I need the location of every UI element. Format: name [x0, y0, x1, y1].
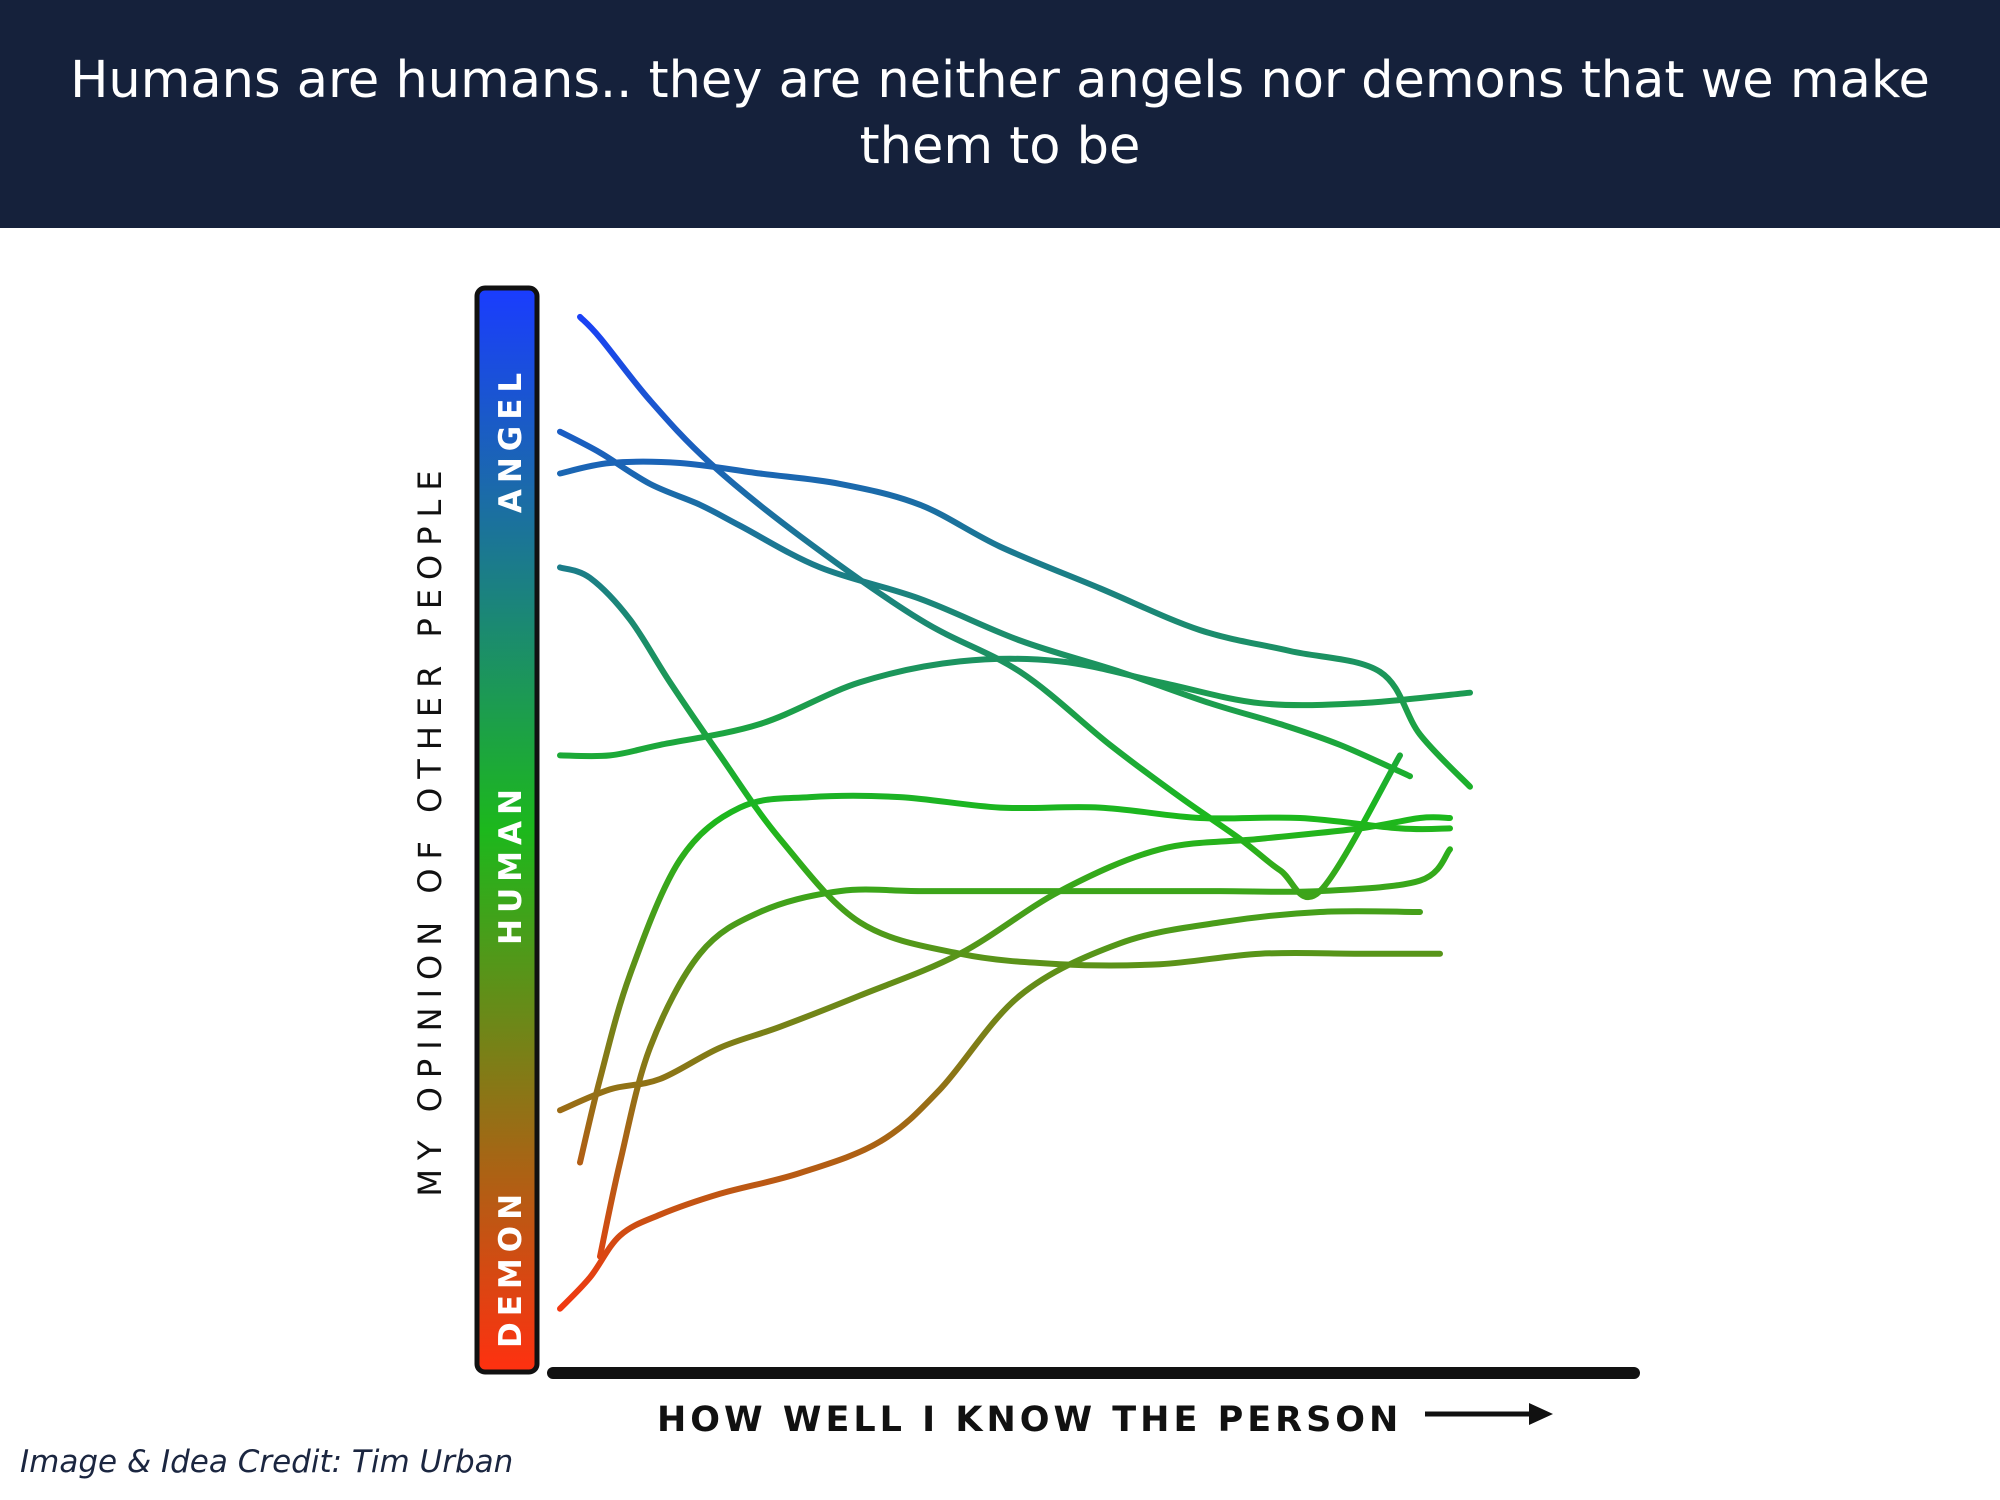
scale-label-demon: DEMON — [493, 1188, 529, 1348]
series-line-1 — [577, 313, 1403, 901]
y-axis-label: MY OPINION OF OTHER PEOPLE — [411, 461, 449, 1196]
series-line-4 — [557, 564, 1443, 969]
series-line-3 — [557, 458, 1473, 790]
scale-label-human: HUMAN — [493, 783, 529, 945]
series-lines — [557, 313, 1473, 1312]
series-line-7 — [597, 846, 1453, 1260]
scale-label-angel: ANGEL — [493, 367, 529, 513]
series-line-2 — [557, 428, 1413, 780]
page-title: Humans are humans.. they are neither ang… — [70, 51, 1930, 176]
color-scale-bar — [474, 285, 540, 1375]
image-credit: Image & Idea Credit: Tim Urban — [20, 1444, 514, 1480]
title-banner: Humans are humans.. they are neither ang… — [0, 0, 2000, 228]
x-axis-arrow-head — [1529, 1403, 1553, 1425]
series-line-6 — [577, 792, 1453, 1166]
series-line-9 — [557, 908, 1423, 1312]
series-line-5 — [557, 655, 1473, 760]
series-line-8 — [557, 814, 1453, 1114]
x-axis-label: HOW WELL I KNOW THE PERSON — [657, 1400, 1402, 1440]
